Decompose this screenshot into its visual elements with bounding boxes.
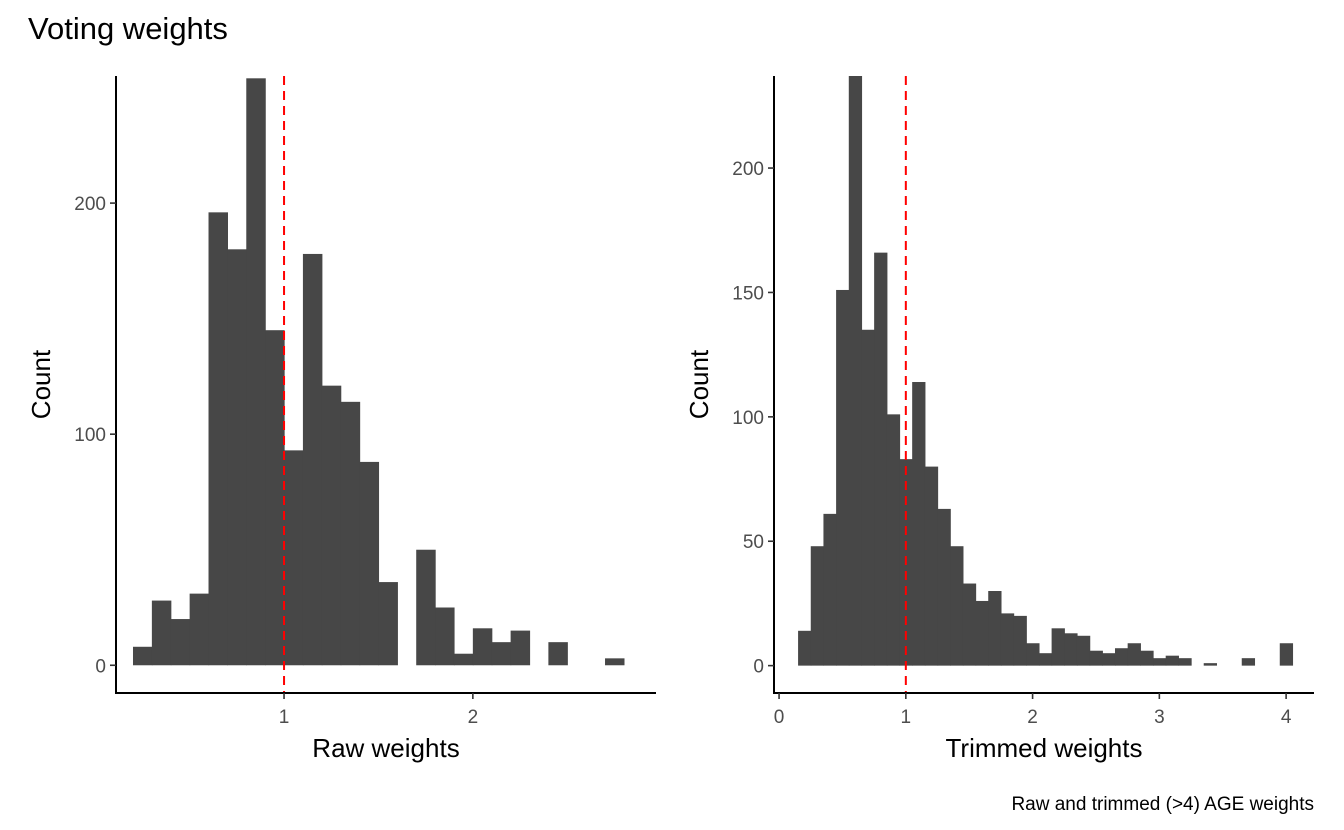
right-bar-27 (1140, 650, 1154, 666)
right-bar-30 (1178, 658, 1192, 666)
right-histogram-panel: 0 50 100 150 200 0 1 2 3 4 Trimmed weights Count (684, 76, 1314, 763)
right-y-tick-label: 100 (732, 408, 764, 429)
right-bar-5 (861, 329, 875, 666)
left-bar-1 (151, 600, 172, 666)
right-y-tick-label: 0 (753, 657, 764, 678)
right-bar-12 (950, 546, 964, 666)
right-x-ticks: 0 1 2 3 4 (774, 693, 1292, 728)
left-bar-13 (378, 582, 398, 666)
left-bar-9 (302, 253, 323, 666)
right-bar-4 (848, 76, 863, 666)
left-bar-19 (491, 642, 512, 666)
left-bar-3 (189, 593, 210, 666)
right-bar-17 (1013, 615, 1027, 666)
right-bar-11 (937, 508, 951, 666)
right-bar-35 (1241, 658, 1256, 666)
left-bar-22 (548, 642, 568, 666)
left-y-tick-label: 100 (74, 425, 106, 446)
left-y-tick-label: 200 (74, 194, 106, 215)
right-x-tick-label: 3 (1154, 707, 1165, 728)
left-bars (132, 78, 625, 666)
left-bar-2 (170, 619, 191, 666)
right-x-tick-label: 2 (1027, 707, 1038, 728)
left-x-tick-label: 2 (468, 707, 479, 728)
right-bar-21 (1064, 633, 1078, 666)
left-bar-17 (453, 653, 474, 666)
right-y-tick-label: 200 (732, 159, 764, 180)
right-bar-26 (1127, 643, 1141, 666)
left-bar-12 (359, 461, 380, 666)
right-bar-3 (836, 289, 850, 666)
left-bar-18 (472, 628, 493, 666)
right-bar-25 (1114, 648, 1129, 666)
right-bar-0 (798, 630, 812, 666)
right-bar-24 (1102, 653, 1116, 666)
left-bar-10 (321, 385, 342, 666)
right-bar-19 (1038, 653, 1053, 666)
left-bar-7 (265, 330, 285, 666)
left-y-axis-title: Count (26, 349, 56, 419)
right-bar-14 (975, 600, 989, 666)
right-bar-32 (1203, 663, 1217, 666)
right-x-axis-title: Trimmed weights (946, 733, 1143, 763)
right-bar-10 (924, 466, 939, 666)
right-bar-6 (874, 252, 888, 666)
right-bar-38 (1279, 643, 1294, 666)
left-bar-16 (435, 607, 455, 666)
left-bar-15 (416, 549, 436, 666)
right-y-axis-title: Count (684, 349, 714, 419)
left-x-axis-title: Raw weights (312, 733, 459, 763)
left-y-ticks: 0 100 200 (74, 194, 116, 677)
right-x-tick-label: 1 (901, 707, 912, 728)
right-bar-22 (1076, 635, 1091, 666)
right-bar-13 (962, 583, 977, 666)
left-x-tick-label: 1 (279, 707, 290, 728)
left-bar-25 (605, 658, 625, 666)
right-bar-18 (1026, 643, 1040, 666)
left-bar-5 (227, 249, 247, 666)
right-bar-16 (1000, 613, 1015, 666)
chart-title: Voting weights (28, 11, 228, 46)
chart-caption: Raw and trimmed (>4) AGE weights (1011, 794, 1314, 815)
right-bar-1 (810, 546, 825, 666)
right-bar-7 (886, 414, 901, 666)
right-bar-2 (823, 513, 837, 666)
right-bar-28 (1153, 658, 1167, 666)
left-bar-4 (208, 212, 228, 666)
right-bar-9 (912, 382, 926, 666)
right-bars (798, 76, 1294, 666)
left-bar-8 (284, 450, 304, 666)
left-bar-0 (132, 646, 153, 666)
left-bar-20 (510, 630, 531, 666)
right-y-tick-label: 150 (732, 283, 764, 304)
left-bar-6 (246, 78, 266, 666)
right-bar-20 (1051, 628, 1065, 666)
right-y-ticks: 0 50 100 150 200 (732, 159, 774, 678)
right-bar-23 (1089, 650, 1103, 666)
right-x-tick-label: 4 (1281, 707, 1292, 728)
right-bar-29 (1165, 655, 1179, 666)
right-x-tick-label: 0 (774, 707, 785, 728)
left-bar-11 (340, 401, 361, 666)
right-y-tick-label: 50 (743, 532, 764, 553)
left-y-tick-label: 0 (95, 656, 106, 677)
right-bar-15 (988, 591, 1002, 666)
